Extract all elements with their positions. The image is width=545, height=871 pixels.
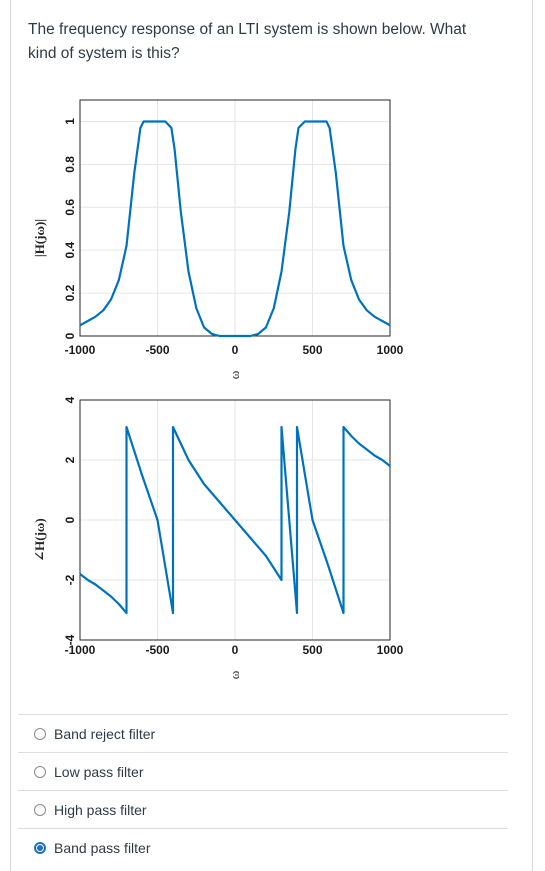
- y-axis-label: ∠H(jω): [32, 518, 47, 562]
- answer-label: High pass filter: [54, 801, 147, 818]
- question-card: [10, 0, 533, 871]
- y-tick-label: -4: [63, 634, 77, 645]
- y-tick-label: 0.8: [63, 156, 77, 173]
- answer-list: Band reject filter Low pass filter High …: [18, 714, 508, 866]
- axes-box: [79, 399, 391, 641]
- x-tick-label: -1000: [65, 343, 96, 357]
- y-tick-label: 0: [63, 332, 77, 339]
- answer-option[interactable]: Low pass filter: [18, 752, 508, 790]
- y-tick-label: 0: [63, 516, 77, 523]
- y-tick-label: 0.6: [63, 199, 77, 216]
- answer-label: Band pass filter: [54, 839, 151, 856]
- x-axis-label: ω: [227, 370, 242, 379]
- y-tick-label: -2: [63, 574, 77, 585]
- x-axis-label: ω: [227, 670, 242, 679]
- series-line: [79, 120, 391, 338]
- series-line: [79, 425, 391, 615]
- answer-option[interactable]: Band reject filter: [18, 714, 508, 752]
- radio-button[interactable]: [34, 803, 46, 816]
- x-tick-label: -500: [145, 643, 169, 657]
- x-tick-label: 0: [232, 343, 239, 357]
- answer-label: Band reject filter: [54, 725, 156, 742]
- answer-option[interactable]: High pass filter: [18, 790, 508, 828]
- x-tick-label: 500: [302, 343, 322, 357]
- question-text: The frequency response of an LTI system …: [28, 21, 467, 62]
- y-tick-label: 4: [63, 396, 77, 403]
- x-tick-label: 0: [232, 643, 239, 657]
- y-tick-label: 2: [63, 456, 77, 463]
- x-tick-label: 1000: [377, 343, 404, 357]
- radio-button[interactable]: [34, 727, 46, 740]
- y-tick-label: 1: [63, 118, 77, 125]
- x-tick-label: -1000: [65, 643, 96, 657]
- answer-option[interactable]: Band pass filter: [18, 828, 508, 866]
- x-tick-label: -500: [145, 343, 169, 357]
- magnitude-plot: -1000 -500 0 500 1000 0 0.2 0.4 0.6 0.8 1 ω |H(jω)|: [32, 99, 404, 379]
- y-tick-label: 0.4: [63, 242, 77, 259]
- radio-button[interactable]: [34, 765, 46, 778]
- answer-label: Low pass filter: [54, 763, 144, 780]
- y-tick-label: 0.2: [63, 284, 77, 301]
- phase-plot: -1000 -500 0 500 1000 -4 -2 0 2 4 ω ∠H(jω): [32, 396, 404, 679]
- y-axis-label: |H(jω)|: [32, 219, 47, 257]
- radio-button[interactable]: [34, 841, 46, 854]
- x-tick-label: 500: [302, 643, 322, 657]
- x-tick-label: 1000: [377, 643, 404, 657]
